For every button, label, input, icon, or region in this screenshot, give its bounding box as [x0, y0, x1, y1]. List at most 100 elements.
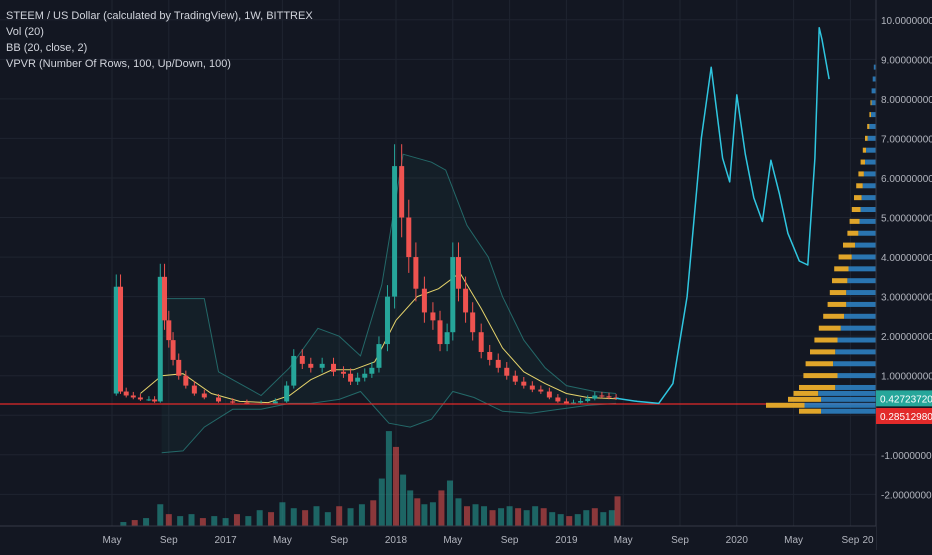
vpvr-down-bar: [870, 100, 872, 106]
candle-body: [183, 375, 189, 386]
y-tick-label: -1.00000000: [881, 451, 932, 462]
candle-body: [146, 399, 152, 401]
volume-bar: [336, 506, 343, 526]
volume-bar: [583, 510, 590, 526]
volume-bar: [385, 431, 392, 526]
volume-bar: [557, 514, 564, 526]
candle-body: [450, 257, 456, 333]
x-tick-label: Sep: [501, 535, 519, 546]
candle-body: [244, 402, 250, 404]
volume-bar: [324, 512, 331, 526]
volume-bar: [279, 502, 286, 526]
time-axis[interactable]: May Sep 2017 May Sep 2018 May Sep 2019 May Sep 2020…: [0, 525, 876, 550]
vpvr-up-bar: [846, 301, 876, 307]
candle-body: [613, 397, 619, 399]
y-tick-label: 10.00000000: [881, 16, 932, 27]
vpvr-up-bar: [869, 123, 876, 129]
vpvr-up-bar: [866, 147, 876, 153]
vpvr-up-bar: [804, 402, 876, 408]
y-tick-label: 8.00000000: [881, 95, 932, 106]
candle-body: [230, 401, 236, 403]
vpvr-down-bar: [805, 361, 834, 367]
candle-body: [340, 371, 346, 374]
vpvr-up-bar: [872, 76, 876, 82]
vpvr-up-bar: [846, 290, 876, 296]
candle-body: [437, 320, 443, 345]
x-tick-label: 2020: [726, 535, 749, 546]
volume-bar: [378, 478, 385, 526]
candle-body: [137, 397, 143, 400]
y-tick-label: 4.00000000: [881, 253, 932, 264]
volume-bar: [268, 512, 275, 526]
vpvr-down-bar: [849, 218, 860, 224]
vpvr-down-bar: [827, 301, 847, 307]
candle-body: [272, 401, 278, 404]
vpvr-up-bar: [859, 218, 876, 224]
candle-body: [118, 286, 124, 392]
volume-bar: [515, 508, 522, 526]
vpvr-down-bar: [818, 325, 841, 331]
volume-bar: [600, 512, 607, 526]
bb-indicator-label[interactable]: BB (20, close, 2): [6, 42, 88, 54]
candle-body: [123, 391, 129, 396]
volume-bar: [438, 490, 445, 526]
bb-lower-line: [161, 390, 617, 454]
candle-body: [157, 276, 163, 402]
vpvr-indicator-label[interactable]: VPVR (Number Of Rows, 100, Up/Down, 100): [6, 58, 231, 70]
volume-bar: [421, 504, 428, 526]
candle-body: [406, 217, 412, 258]
vol-indicator-label[interactable]: Vol (20): [6, 26, 44, 38]
candle-body: [170, 340, 176, 360]
x-tick-label: Sep: [842, 535, 860, 546]
bb-upper-line: [161, 153, 617, 397]
symbol-title[interactable]: STEEM / US Dollar (calculated by Trading…: [6, 10, 313, 22]
y-tick-label: 9.00000000: [881, 55, 932, 66]
candle-body: [478, 332, 484, 352]
candle-body: [348, 373, 354, 382]
candle-body: [130, 395, 136, 398]
candle-body: [162, 276, 168, 321]
candle-body: [113, 286, 119, 394]
candle-body: [521, 381, 527, 386]
volume-bar: [211, 516, 218, 526]
volume-bar: [407, 490, 414, 526]
x-tick-label: May: [103, 535, 122, 546]
vpvr-up-bar: [821, 408, 876, 414]
price-axis[interactable]: 10.00000000 9.00000000 8.00000000 7.0000000…: [875, 0, 932, 550]
candle-body: [362, 373, 368, 378]
volume-bar: [446, 480, 453, 526]
vpvr-up-bar: [848, 266, 876, 272]
candle-body: [592, 395, 598, 399]
candle-body: [291, 355, 297, 386]
vpvr-down-bar: [788, 396, 821, 402]
candle-body: [413, 257, 419, 289]
vpvr-up-bar: [835, 349, 876, 355]
candle-body: [578, 401, 584, 403]
hline-price-tag: [876, 407, 932, 424]
vpvr-up-bar: [837, 373, 876, 379]
volume-bar: [614, 496, 621, 526]
candle-body: [319, 363, 325, 368]
vpvr-down-bar: [867, 123, 870, 129]
vpvr-down-bar: [843, 242, 856, 248]
candle-body: [299, 355, 305, 364]
vpvr-down-bar: [766, 402, 805, 408]
x-tick-label: 2017: [214, 535, 237, 546]
vpvr-up-bar: [851, 254, 876, 260]
candle-body: [529, 385, 535, 390]
candle-body: [369, 367, 375, 374]
vpvr-down-bar: [847, 230, 859, 236]
legend: STEEM / US Dollar (calculated by Trading…: [6, 8, 313, 72]
vpvr-down-bar: [793, 390, 819, 396]
volume-bar: [302, 510, 309, 526]
volume-bar: [245, 516, 252, 526]
candle-body: [495, 359, 501, 368]
volume-bar: [120, 522, 127, 526]
candle-body: [376, 344, 382, 368]
current-price-tag: [876, 390, 932, 407]
trend-drawing[interactable]: [615, 26, 830, 405]
vpvr-up-bar: [871, 88, 876, 94]
volume-bar: [540, 508, 547, 526]
